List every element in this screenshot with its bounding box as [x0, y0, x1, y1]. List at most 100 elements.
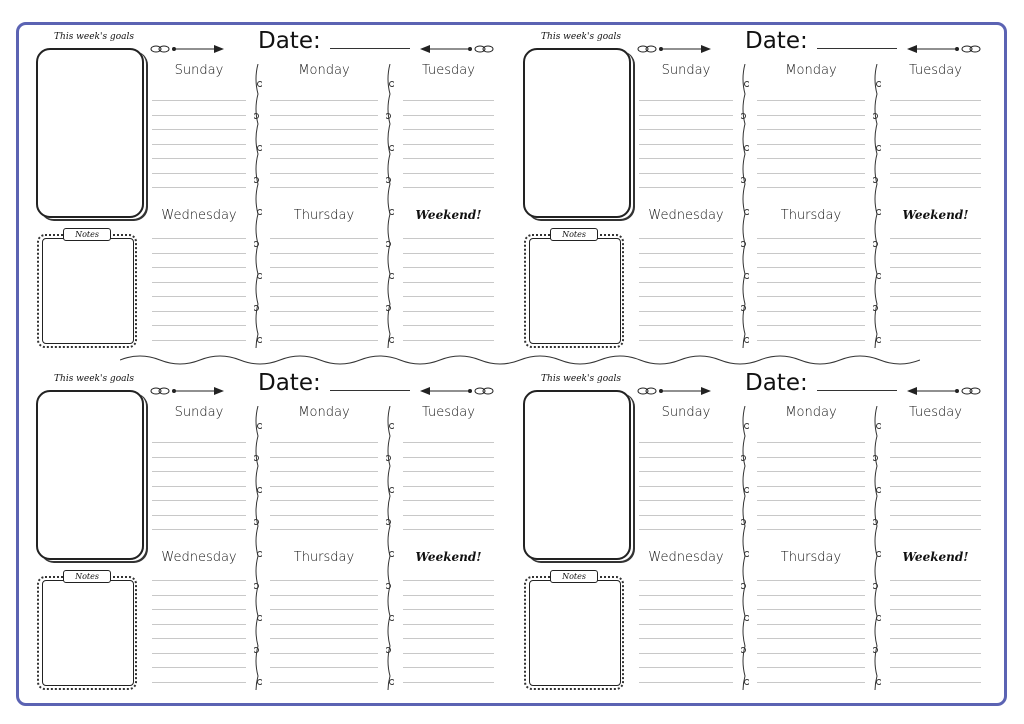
writing-line[interactable] [403, 325, 494, 326]
writing-line[interactable] [270, 267, 378, 268]
writing-line[interactable] [757, 681, 865, 683]
writing-line[interactable] [152, 623, 246, 625]
writing-line[interactable] [639, 580, 733, 581]
writing-line[interactable] [757, 158, 865, 159]
writing-line[interactable] [152, 252, 246, 254]
writing-line[interactable] [890, 594, 981, 596]
writing-line[interactable] [639, 143, 733, 145]
writing-line[interactable] [152, 114, 246, 116]
writing-line[interactable] [403, 339, 494, 341]
date-field[interactable] [817, 48, 897, 49]
writing-line[interactable] [639, 594, 733, 596]
writing-line[interactable] [639, 638, 733, 639]
writing-line[interactable] [757, 623, 865, 625]
writing-line[interactable] [639, 652, 733, 654]
writing-line[interactable] [890, 500, 981, 501]
notes-box[interactable] [529, 238, 621, 344]
writing-line[interactable] [890, 580, 981, 581]
writing-line[interactable] [757, 100, 865, 101]
writing-line[interactable] [270, 471, 378, 472]
writing-line[interactable] [757, 471, 865, 472]
writing-line[interactable] [270, 129, 378, 130]
writing-line[interactable] [152, 681, 246, 683]
goals-box[interactable] [523, 390, 631, 560]
writing-line[interactable] [639, 281, 733, 283]
writing-line[interactable] [403, 143, 494, 145]
writing-line[interactable] [152, 281, 246, 283]
writing-line[interactable] [270, 667, 378, 668]
writing-line[interactable] [890, 667, 981, 668]
writing-line[interactable] [757, 667, 865, 668]
writing-line[interactable] [639, 500, 733, 501]
writing-line[interactable] [757, 267, 865, 268]
writing-line[interactable] [757, 129, 865, 130]
date-field[interactable] [330, 48, 410, 49]
notes-box[interactable] [42, 580, 134, 686]
writing-line[interactable] [890, 281, 981, 283]
writing-line[interactable] [890, 238, 981, 239]
writing-line[interactable] [270, 500, 378, 501]
writing-line[interactable] [403, 187, 494, 188]
writing-line[interactable] [403, 594, 494, 596]
writing-line[interactable] [270, 172, 378, 174]
writing-line[interactable] [270, 594, 378, 596]
writing-line[interactable] [639, 456, 733, 458]
writing-line[interactable] [639, 296, 733, 297]
writing-line[interactable] [890, 638, 981, 639]
writing-line[interactable] [757, 238, 865, 239]
writing-line[interactable] [152, 442, 246, 443]
writing-line[interactable] [403, 514, 494, 516]
writing-line[interactable] [757, 594, 865, 596]
writing-line[interactable] [890, 158, 981, 159]
writing-line[interactable] [639, 158, 733, 159]
writing-line[interactable] [890, 442, 981, 443]
writing-line[interactable] [639, 310, 733, 312]
writing-line[interactable] [270, 456, 378, 458]
writing-line[interactable] [757, 252, 865, 254]
writing-line[interactable] [403, 471, 494, 472]
writing-line[interactable] [890, 652, 981, 654]
writing-line[interactable] [757, 114, 865, 116]
writing-line[interactable] [152, 667, 246, 668]
writing-line[interactable] [403, 485, 494, 487]
writing-line[interactable] [403, 456, 494, 458]
writing-line[interactable] [890, 172, 981, 174]
writing-line[interactable] [270, 638, 378, 639]
writing-line[interactable] [270, 252, 378, 254]
goals-box[interactable] [523, 48, 631, 218]
writing-line[interactable] [270, 325, 378, 326]
writing-line[interactable] [270, 339, 378, 341]
writing-line[interactable] [270, 580, 378, 581]
writing-line[interactable] [403, 158, 494, 159]
writing-line[interactable] [639, 681, 733, 683]
writing-line[interactable] [757, 187, 865, 188]
writing-line[interactable] [890, 681, 981, 683]
writing-line[interactable] [152, 339, 246, 341]
writing-line[interactable] [757, 500, 865, 501]
writing-line[interactable] [403, 296, 494, 297]
writing-line[interactable] [403, 652, 494, 654]
writing-line[interactable] [890, 485, 981, 487]
writing-line[interactable] [152, 580, 246, 581]
writing-line[interactable] [890, 114, 981, 116]
writing-line[interactable] [639, 667, 733, 668]
writing-line[interactable] [757, 339, 865, 341]
writing-line[interactable] [890, 325, 981, 326]
writing-line[interactable] [890, 100, 981, 101]
writing-line[interactable] [639, 267, 733, 268]
writing-line[interactable] [757, 609, 865, 610]
writing-line[interactable] [639, 238, 733, 239]
writing-line[interactable] [890, 456, 981, 458]
writing-line[interactable] [890, 310, 981, 312]
writing-line[interactable] [152, 158, 246, 159]
writing-line[interactable] [403, 129, 494, 130]
writing-line[interactable] [403, 238, 494, 239]
writing-line[interactable] [152, 485, 246, 487]
writing-line[interactable] [403, 638, 494, 639]
writing-line[interactable] [403, 667, 494, 668]
goals-box[interactable] [36, 390, 144, 560]
writing-line[interactable] [152, 143, 246, 145]
writing-line[interactable] [757, 143, 865, 145]
writing-line[interactable] [639, 485, 733, 487]
writing-line[interactable] [639, 172, 733, 174]
